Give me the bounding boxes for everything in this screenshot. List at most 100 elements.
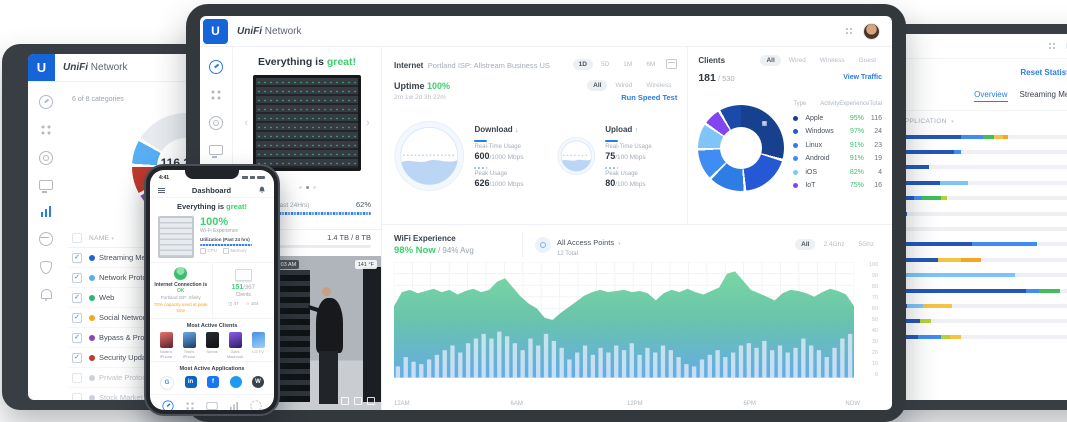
nav-settings-icon[interactable]: [250, 400, 262, 410]
active-client-item[interactable]: Tina's iPhone: [180, 331, 198, 359]
clients-card[interactable]: 151/367 Clients ◫ 47 ☆ 104: [211, 263, 275, 318]
active-client-item[interactable]: Gia's Macbook: [226, 331, 244, 359]
sidebar-shield-icon[interactable]: [40, 261, 52, 274]
sidebar-bell-icon[interactable]: [40, 289, 52, 301]
client-thumbnail: [205, 331, 219, 348]
sidebar-clients-icon[interactable]: [39, 180, 53, 193]
app-blue-app-icon[interactable]: [229, 376, 242, 389]
application-column-header[interactable]: APPLICATION ▾: [900, 118, 955, 125]
avatar[interactable]: [863, 22, 880, 40]
view-traffic-link[interactable]: View Traffic: [843, 73, 882, 81]
carousel-prev-icon[interactable]: ‹: [244, 116, 248, 129]
active-client-item[interactable]: Noah's iPhone: [157, 331, 175, 359]
calendar-icon[interactable]: [666, 59, 678, 69]
client-type-row[interactable]: Android 91% 19: [793, 152, 882, 166]
unifi-logo[interactable]: U: [203, 18, 228, 44]
internet-connection-card[interactable]: Internet Connection is OK Portland ISP: …: [150, 263, 212, 318]
col-total[interactable]: Total: [869, 101, 882, 108]
name-header[interactable]: NAME ▾: [89, 234, 115, 242]
cpu-toggle[interactable]: CPU: [200, 247, 217, 254]
client-type-row[interactable]: Apple 95% 116: [793, 111, 882, 125]
bar-segment: [937, 257, 962, 262]
col-activity[interactable]: Activity: [820, 101, 840, 108]
upload-realtime: 75: [605, 150, 616, 161]
client-thumbnail: [182, 331, 196, 348]
carousel-dots[interactable]: [233, 171, 381, 197]
internet-tab-all[interactable]: All: [587, 80, 608, 91]
apps-grid-icon[interactable]: [845, 26, 854, 36]
active-client-item[interactable]: LG TV: [249, 331, 267, 360]
nav-clients-icon[interactable]: [206, 402, 218, 410]
rack-image[interactable]: [253, 75, 361, 171]
tab-overview[interactable]: Overview: [974, 90, 1008, 102]
sidebar-devices-icon[interactable]: [39, 151, 53, 165]
client-type: Windows: [793, 128, 834, 135]
tab-streaming-media[interactable]: Streaming Media: [1019, 90, 1067, 99]
client-type-row[interactable]: IoT 75% 16: [793, 179, 882, 193]
nav-dashboard-icon[interactable]: [161, 400, 174, 410]
uptime-title: Uptime 100%: [394, 80, 451, 91]
sidebar-insights-icon[interactable]: [39, 232, 53, 246]
linkedin-app-icon[interactable]: in: [184, 376, 197, 389]
sidebar-statistics-icon[interactable]: [40, 205, 52, 217]
range-1d[interactable]: 1D: [572, 58, 593, 70]
clients-tab-all[interactable]: All: [760, 55, 781, 66]
wordpress-app-icon[interactable]: W: [252, 376, 264, 389]
phone-bottom-nav: [150, 395, 274, 410]
internet-tab-wired[interactable]: Wired: [615, 82, 633, 89]
row-checkbox[interactable]: ✓: [72, 292, 82, 303]
range-6m[interactable]: 6M: [646, 60, 656, 68]
clients-tab-wired[interactable]: Wired: [788, 57, 806, 64]
range-5d[interactable]: 5D: [600, 60, 610, 68]
category-color-dot: [89, 254, 95, 261]
menu-icon[interactable]: [158, 187, 165, 193]
sidebar-ports-icon[interactable]: [40, 124, 52, 136]
carousel-next-icon[interactable]: ›: [366, 116, 370, 129]
client-thumbnail: [228, 331, 242, 348]
client-color-dot: [793, 142, 799, 148]
google-app-icon[interactable]: G: [160, 376, 174, 391]
sidebar-dashboard-icon[interactable]: [39, 95, 53, 109]
memory-toggle[interactable]: Memory: [223, 247, 247, 254]
range-1m[interactable]: 1M: [623, 60, 633, 68]
col-type[interactable]: Type: [793, 101, 807, 108]
gateway-glyph-icon: [234, 269, 252, 281]
unifi-logo[interactable]: U: [28, 54, 55, 81]
col-experience[interactable]: Experience: [839, 101, 870, 108]
row-checkbox[interactable]: ✓: [72, 252, 82, 263]
peak-spark: [474, 166, 488, 169]
access-point-selector[interactable]: All Access Points ▾ 12 Total: [522, 232, 621, 257]
phone-screen: 4:41 Dashboard Everything is great! 100%…: [150, 170, 274, 410]
row-checkbox[interactable]: ✓: [72, 352, 82, 363]
clients-tab-guest[interactable]: Guest: [858, 57, 876, 64]
facebook-app-icon[interactable]: f: [207, 376, 219, 389]
row-checkbox[interactable]: [72, 372, 82, 383]
reset-statistics-link[interactable]: Reset Statistics: [1020, 68, 1067, 77]
row-checkbox[interactable]: ✓: [72, 312, 82, 323]
apps-grid-icon[interactable]: [1048, 41, 1057, 51]
wifi-tab-all[interactable]: All: [795, 239, 816, 250]
client-type-row[interactable]: Windows 97% 24: [793, 125, 882, 139]
row-checkbox[interactable]: ✓: [72, 332, 82, 343]
internet-tab-wireless[interactable]: Wireless: [646, 82, 672, 89]
client-type-row[interactable]: Linux 91% 23: [793, 138, 882, 152]
client-type-row[interactable]: iOS 82% 4: [793, 166, 882, 180]
sidebar-devices-icon[interactable]: [209, 116, 223, 130]
camera-temperature: 141 °F: [354, 260, 377, 269]
bar-segment: [900, 288, 1026, 293]
sidebar-ports-icon[interactable]: [210, 89, 222, 101]
camera-controls[interactable]: [341, 397, 375, 405]
status-highlight: great!: [326, 56, 357, 68]
clients-tab-wireless[interactable]: Wireless: [819, 57, 845, 64]
wifi-tab-24ghz[interactable]: 2.4Ghz: [823, 241, 845, 248]
select-all-checkbox[interactable]: [72, 233, 82, 243]
sidebar-dashboard-icon[interactable]: [209, 60, 223, 74]
run-speed-test-link[interactable]: Run Speed Test: [621, 93, 678, 102]
sidebar-clients-icon[interactable]: [209, 145, 223, 158]
row-checkbox[interactable]: ✓: [72, 272, 82, 283]
wifi-tab-5ghz[interactable]: 5Ghz: [858, 241, 874, 248]
category-name: Security Update: [99, 353, 153, 362]
row-checkbox[interactable]: [72, 392, 82, 400]
active-client-item[interactable]: Sonos: [203, 331, 221, 360]
notifications-bell-icon[interactable]: [258, 186, 266, 194]
